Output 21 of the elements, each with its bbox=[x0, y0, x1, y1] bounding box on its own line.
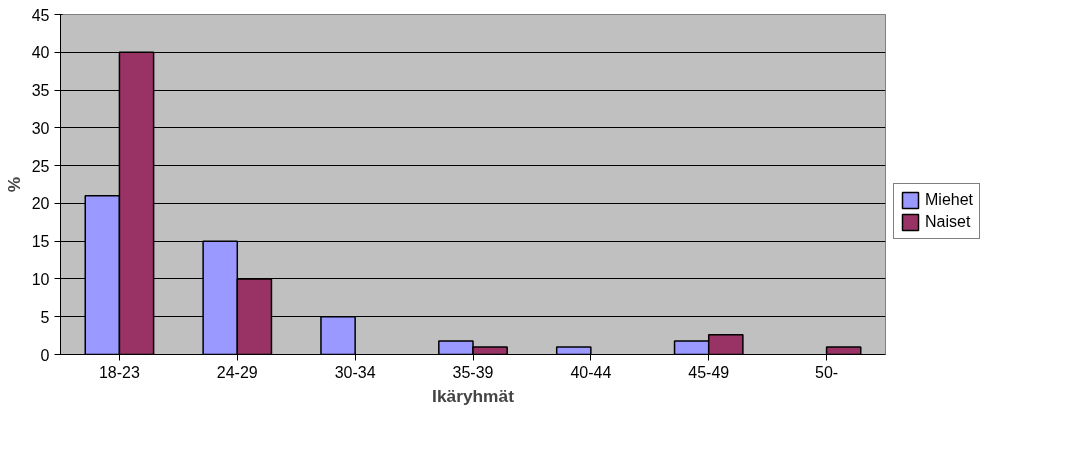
y-tick-label: 20 bbox=[31, 195, 50, 213]
x-tick-label: 40-44 bbox=[570, 363, 612, 381]
x-tick-label: 35-39 bbox=[452, 363, 494, 381]
y-tick-label: 15 bbox=[31, 233, 50, 251]
y-tick-label: 10 bbox=[31, 270, 50, 288]
y-tick-label: 0 bbox=[40, 346, 50, 364]
y-tick-label: 35 bbox=[31, 82, 50, 100]
y-tick-label: 45 bbox=[31, 6, 50, 24]
y-tick-label: 30 bbox=[31, 119, 50, 137]
x-tick-label: 24-29 bbox=[216, 363, 258, 381]
y-tick-label: 5 bbox=[40, 308, 50, 326]
legend-label: Naiset bbox=[925, 213, 971, 231]
y-tick-label: 40 bbox=[31, 44, 50, 62]
y-tick-label: 25 bbox=[31, 157, 50, 175]
x-tick-label: 18-23 bbox=[98, 363, 140, 381]
x-tick-label: 30-34 bbox=[334, 363, 376, 381]
x-axis-title: Ikäryhmät bbox=[432, 385, 515, 406]
x-tick-label: 50- bbox=[815, 363, 839, 381]
y-axis-title: % bbox=[3, 176, 24, 193]
x-tick-label: 45-49 bbox=[688, 363, 730, 381]
legend-label: Miehet bbox=[925, 191, 974, 209]
